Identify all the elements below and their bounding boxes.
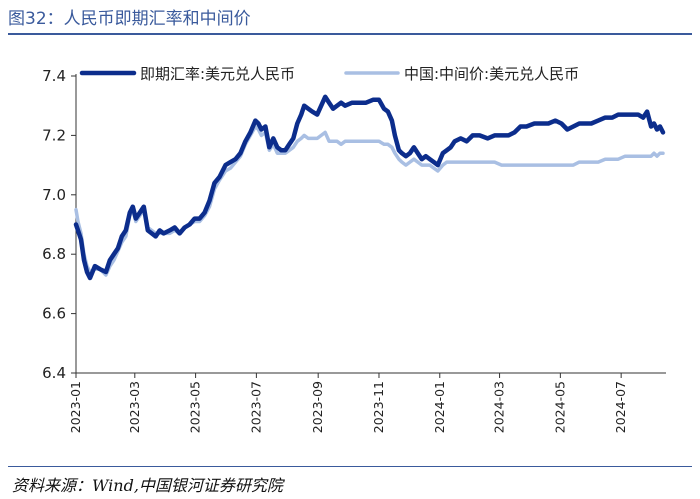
y-tick-label: 7.2 [42, 126, 66, 144]
legend-label-2: 中国:中间价:美元兑人民币 [404, 65, 579, 83]
y-tick-label: 6.6 [42, 305, 66, 323]
x-tick-label: 2023-11 [371, 381, 386, 433]
x-tick-label: 2023-07 [248, 381, 263, 433]
x-tick-label: 2023-09 [310, 381, 325, 433]
title-rule [8, 33, 692, 35]
x-tick-label: 2024-03 [492, 381, 507, 433]
x-tick-label: 2024-07 [613, 381, 628, 433]
x-tick-label: 2023-01 [68, 381, 83, 433]
legend-label-1: 即期汇率:美元兑人民币 [140, 65, 295, 83]
y-tick-label: 7.0 [42, 186, 66, 204]
x-tick-label: 2024-05 [552, 381, 567, 433]
x-tick-label: 2023-05 [188, 381, 203, 433]
y-tick-label: 6.8 [42, 245, 66, 263]
y-tick-label: 6.4 [42, 364, 66, 382]
source-note: 资料来源：Wind,中国银河证券研究院 [12, 476, 283, 495]
figure-title: 图32：人民币即期汇率和中间价 [8, 9, 251, 29]
y-tick-label: 7.4 [42, 67, 66, 85]
x-tick-label: 2024-01 [432, 381, 447, 433]
source-rule [8, 466, 692, 467]
x-tick-label: 2023-03 [127, 381, 142, 433]
series-line-2 [74, 124, 665, 277]
series-line-1 [73, 94, 666, 281]
